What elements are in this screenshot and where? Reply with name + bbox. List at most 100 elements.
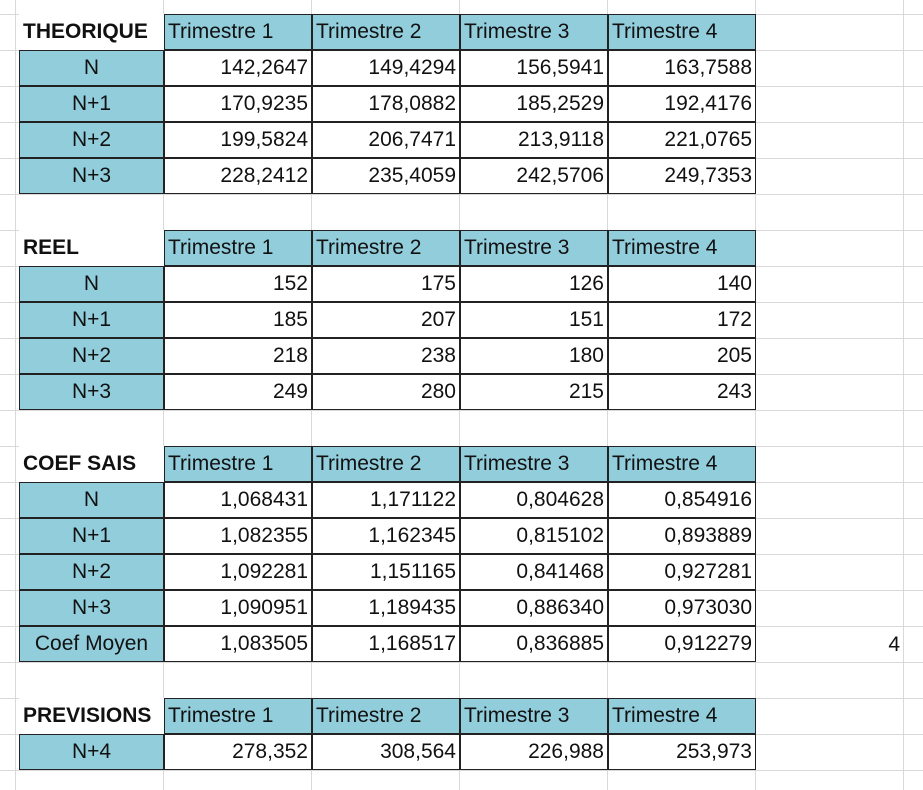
value-cell[interactable]: 206,7471 [312, 122, 460, 158]
value-cell[interactable]: 0,815102 [460, 518, 608, 554]
row-label-cell[interactable]: Coef Moyen [19, 626, 164, 662]
value-cell[interactable]: 207 [312, 302, 460, 338]
column-header-cell[interactable]: Trimestre 2 [312, 230, 460, 266]
value-cell[interactable]: 1,068431 [164, 482, 312, 518]
row-label-cell[interactable]: N+1 [19, 518, 164, 554]
table-title-cell[interactable]: PREVISIONS [19, 698, 164, 734]
stray-value-cell[interactable]: 4 [888, 633, 900, 656]
row-label-cell[interactable]: N [19, 50, 164, 86]
value-cell[interactable]: 152 [164, 266, 312, 302]
value-cell[interactable]: 175 [312, 266, 460, 302]
column-header-cell[interactable]: Trimestre 4 [608, 14, 756, 50]
value-cell[interactable]: 243 [608, 374, 756, 410]
value-cell[interactable]: 226,988 [460, 734, 608, 770]
value-cell[interactable]: 278,352 [164, 734, 312, 770]
value-cell[interactable]: 156,5941 [460, 50, 608, 86]
value-cell[interactable]: 192,4176 [608, 86, 756, 122]
row-label-cell[interactable]: N+3 [19, 374, 164, 410]
value-cell[interactable]: 1,162345 [312, 518, 460, 554]
value-cell[interactable]: 238 [312, 338, 460, 374]
value-cell[interactable]: 0,886340 [460, 590, 608, 626]
value-cell[interactable]: 280 [312, 374, 460, 410]
column-header-cell[interactable]: Trimestre 4 [608, 446, 756, 482]
value-cell[interactable]: 0,973030 [608, 590, 756, 626]
value-cell[interactable]: 0,804628 [460, 482, 608, 518]
value-cell[interactable]: 215 [460, 374, 608, 410]
table-title-cell[interactable]: COEF SAIS [19, 446, 164, 482]
value-cell[interactable]: 213,9118 [460, 122, 608, 158]
table-row: N+1 185 207 151 172 [19, 302, 756, 338]
value-cell[interactable]: 242,5706 [460, 158, 608, 194]
value-cell[interactable]: 149,4294 [312, 50, 460, 86]
value-cell[interactable]: 185 [164, 302, 312, 338]
table-title-cell[interactable]: THEORIQUE [19, 14, 164, 50]
row-label-cell[interactable]: N [19, 482, 164, 518]
table-row: N+4 278,352 308,564 226,988 253,973 [19, 734, 756, 770]
row-label-cell[interactable]: N+3 [19, 590, 164, 626]
value-cell[interactable]: 1,090951 [164, 590, 312, 626]
value-cell[interactable]: 0,854916 [608, 482, 756, 518]
value-cell[interactable]: 0,841468 [460, 554, 608, 590]
row-label-cell[interactable]: N [19, 266, 164, 302]
column-header-cell[interactable]: Trimestre 3 [460, 446, 608, 482]
value-cell[interactable]: 142,2647 [164, 50, 312, 86]
value-cell[interactable]: 180 [460, 338, 608, 374]
value-cell[interactable]: 249 [164, 374, 312, 410]
value-cell[interactable]: 205 [608, 338, 756, 374]
row-label-cell[interactable]: N+4 [19, 734, 164, 770]
value-cell[interactable]: 178,0882 [312, 86, 460, 122]
value-cell[interactable]: 308,564 [312, 734, 460, 770]
value-cell[interactable]: 221,0765 [608, 122, 756, 158]
column-header-cell[interactable]: Trimestre 1 [164, 14, 312, 50]
column-header-cell[interactable]: Trimestre 2 [312, 698, 460, 734]
value-cell[interactable]: 1,171122 [312, 482, 460, 518]
value-cell[interactable]: 151 [460, 302, 608, 338]
row-label-cell[interactable]: N+1 [19, 302, 164, 338]
value-cell[interactable]: 218 [164, 338, 312, 374]
value-cell[interactable]: 172 [608, 302, 756, 338]
row-label-cell[interactable]: N+2 [19, 338, 164, 374]
value-cell[interactable]: 1,168517 [312, 626, 460, 662]
column-header-cell[interactable]: Trimestre 1 [164, 446, 312, 482]
value-cell[interactable]: 185,2529 [460, 86, 608, 122]
table-theorique: THEORIQUE Trimestre 1 Trimestre 2 Trimes… [19, 14, 756, 194]
row-label-cell[interactable]: N+2 [19, 122, 164, 158]
row-label-cell[interactable]: N+3 [19, 158, 164, 194]
value-cell[interactable]: 170,9235 [164, 86, 312, 122]
value-cell[interactable]: 1,092281 [164, 554, 312, 590]
column-header-cell[interactable]: Trimestre 1 [164, 698, 312, 734]
value-cell[interactable]: 0,927281 [608, 554, 756, 590]
value-cell[interactable]: 0,893889 [608, 518, 756, 554]
value-cell[interactable]: 253,973 [608, 734, 756, 770]
value-cell[interactable]: 1,151165 [312, 554, 460, 590]
row-label-cell[interactable]: N+2 [19, 554, 164, 590]
value-cell[interactable]: 0,912279 [608, 626, 756, 662]
table-row: N+1 170,9235 178,0882 185,2529 192,4176 [19, 86, 756, 122]
column-header-cell[interactable]: Trimestre 1 [164, 230, 312, 266]
column-header-cell[interactable]: Trimestre 2 [312, 446, 460, 482]
table-row: N+3 228,2412 235,4059 242,5706 249,7353 [19, 158, 756, 194]
column-header-cell[interactable]: Trimestre 4 [608, 230, 756, 266]
column-header-cell[interactable]: Trimestre 3 [460, 698, 608, 734]
column-header-cell[interactable]: Trimestre 4 [608, 698, 756, 734]
table-row: N 1,068431 1,171122 0,804628 0,854916 [19, 482, 756, 518]
value-cell[interactable]: 163,7588 [608, 50, 756, 86]
value-cell[interactable]: 1,189435 [312, 590, 460, 626]
value-cell[interactable]: 0,836885 [460, 626, 608, 662]
value-cell[interactable]: 1,082355 [164, 518, 312, 554]
column-header-cell[interactable]: Trimestre 3 [460, 230, 608, 266]
value-cell[interactable]: 228,2412 [164, 158, 312, 194]
table-header-row: THEORIQUE Trimestre 1 Trimestre 2 Trimes… [19, 14, 756, 50]
value-cell[interactable]: 140 [608, 266, 756, 302]
value-cell[interactable]: 249,7353 [608, 158, 756, 194]
value-cell[interactable]: 1,083505 [164, 626, 312, 662]
column-header-cell[interactable]: Trimestre 2 [312, 14, 460, 50]
value-cell[interactable]: 126 [460, 266, 608, 302]
table-coef-sais: COEF SAIS Trimestre 1 Trimestre 2 Trimes… [19, 446, 756, 662]
row-label-cell[interactable]: N+1 [19, 86, 164, 122]
table-row: N 152 175 126 140 [19, 266, 756, 302]
table-title-cell[interactable]: REEL [19, 230, 164, 266]
value-cell[interactable]: 199,5824 [164, 122, 312, 158]
column-header-cell[interactable]: Trimestre 3 [460, 14, 608, 50]
value-cell[interactable]: 235,4059 [312, 158, 460, 194]
